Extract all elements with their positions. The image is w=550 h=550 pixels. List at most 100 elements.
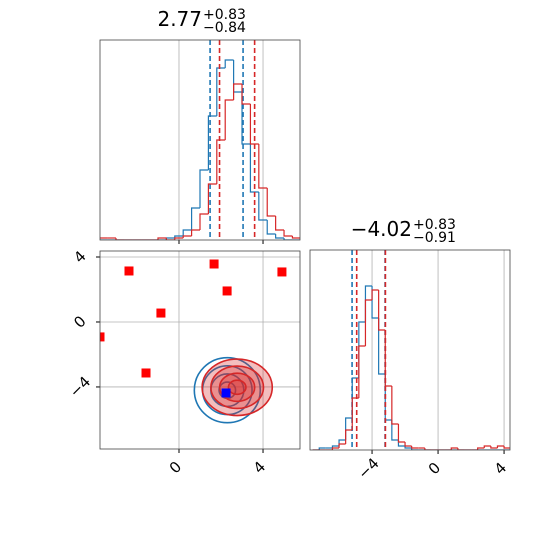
axes-frame xyxy=(99,250,301,450)
histogram-step xyxy=(351,397,359,430)
contour xyxy=(210,365,265,410)
histogram-step xyxy=(345,429,353,444)
plot-area xyxy=(100,251,300,449)
title-lower: −0.91 xyxy=(413,230,456,246)
histogram-step xyxy=(275,216,285,231)
contour xyxy=(227,379,247,396)
histogram-step xyxy=(397,440,406,447)
histogram-step xyxy=(283,230,293,237)
title-value: 2.77 xyxy=(157,7,202,31)
histogram-step xyxy=(241,92,251,145)
point-marker xyxy=(141,368,151,378)
plot-area xyxy=(312,250,510,450)
histogram-step xyxy=(258,192,268,221)
histogram-step xyxy=(199,213,209,230)
histogram-step xyxy=(338,443,346,448)
point-marker xyxy=(124,266,134,276)
histogram-step xyxy=(174,235,184,238)
histogram-step xyxy=(275,234,285,239)
histogram-step xyxy=(216,67,226,116)
histogram-step xyxy=(331,445,340,448)
histogram-step xyxy=(266,220,276,235)
title-upper: +0.83 xyxy=(413,217,456,233)
histogram-step xyxy=(457,448,465,450)
histogram-step xyxy=(391,420,399,441)
histogram-step xyxy=(490,446,498,449)
histogram-step xyxy=(411,446,419,449)
histogram-step xyxy=(199,169,209,208)
axes-frame xyxy=(309,249,511,451)
histogram-step xyxy=(182,235,192,238)
histogram-step xyxy=(338,439,346,446)
point-marker xyxy=(100,332,105,342)
histogram-step xyxy=(100,237,108,239)
histogram-step xyxy=(384,330,392,387)
histogram-step xyxy=(233,83,243,100)
y-tick-label: 0 xyxy=(70,312,89,331)
x-tick-label: 4 xyxy=(491,459,510,478)
histogram-step xyxy=(291,236,300,239)
histogram-step xyxy=(384,374,392,421)
contour xyxy=(201,358,274,417)
histogram-step xyxy=(249,104,259,145)
point-marker xyxy=(221,388,231,398)
point-marker xyxy=(222,286,232,296)
histogram-step xyxy=(364,299,373,346)
point-marker xyxy=(209,259,219,269)
point-marker xyxy=(156,308,166,318)
histogram-step xyxy=(249,144,259,193)
histogram-step xyxy=(190,229,200,236)
histogram-step xyxy=(364,285,373,322)
histogram-step xyxy=(378,290,386,331)
title-lower: −0.84 xyxy=(203,20,246,36)
histogram-step xyxy=(165,238,175,240)
histogram-step xyxy=(190,207,200,230)
histogram-step xyxy=(496,445,505,448)
y-tick-label: 4 xyxy=(70,247,89,266)
y-tick-label: −4 xyxy=(66,373,94,401)
histogram-step xyxy=(207,115,217,170)
histogram-step xyxy=(224,59,234,68)
histogram-step xyxy=(411,448,419,450)
title-value: −4.02 xyxy=(351,217,412,241)
title-upper: +0.83 xyxy=(203,7,246,23)
histogram-step xyxy=(371,286,379,319)
histogram-step xyxy=(371,289,379,300)
x-tick-label: −4 xyxy=(354,454,382,482)
histogram-step xyxy=(258,144,268,189)
histogram-step xyxy=(224,99,234,140)
histogram-step xyxy=(283,238,293,240)
histogram-step xyxy=(358,345,366,398)
contour xyxy=(193,356,262,424)
histogram-step xyxy=(207,183,217,214)
histogram-step xyxy=(397,424,406,443)
axes-frame xyxy=(99,39,301,241)
histogram-step xyxy=(404,446,412,449)
histogram-step xyxy=(450,447,458,450)
histogram-step xyxy=(378,318,386,375)
x-tick-label: 0 xyxy=(166,458,185,477)
histogram-step xyxy=(233,60,243,93)
histogram-step xyxy=(391,386,399,425)
point-marker xyxy=(277,267,287,277)
histogram-step xyxy=(345,417,353,440)
histogram-step xyxy=(358,321,366,378)
histogram-step xyxy=(241,84,251,105)
x-tick-label: 0 xyxy=(425,459,444,478)
histogram-step xyxy=(503,446,510,449)
histogram-step xyxy=(266,188,276,217)
x-tick-label: 4 xyxy=(250,458,269,477)
histogram-step xyxy=(157,237,167,240)
histogram-step xyxy=(404,442,412,447)
histogram-step xyxy=(483,445,491,448)
histogram-step xyxy=(174,237,184,240)
plot-area xyxy=(100,40,300,240)
histogram-step xyxy=(115,238,125,240)
histogram-step xyxy=(318,447,326,450)
histogram-step xyxy=(424,448,432,450)
histogram-step xyxy=(182,229,192,236)
histogram-step xyxy=(216,139,226,184)
histogram-step xyxy=(331,447,340,450)
histogram-step xyxy=(477,447,485,450)
